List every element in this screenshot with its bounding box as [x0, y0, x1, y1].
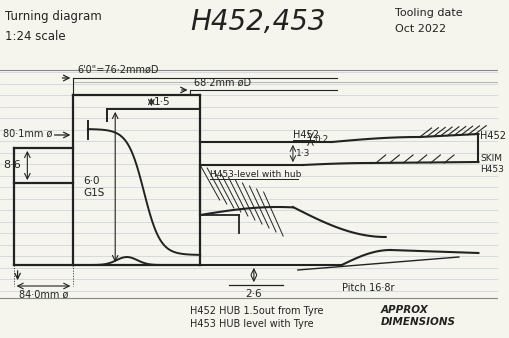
Text: Tooling date: Tooling date — [394, 8, 462, 18]
Text: H452 HUB 1.5out from Tyre: H452 HUB 1.5out from Tyre — [190, 306, 323, 316]
Text: Pitch 16·8r: Pitch 16·8r — [341, 283, 393, 293]
Text: 0·2: 0·2 — [314, 135, 328, 144]
Text: H452,453: H452,453 — [190, 8, 325, 36]
Text: H452: H452 — [479, 131, 505, 141]
Text: 6·0
G1S: 6·0 G1S — [83, 176, 104, 198]
Text: 6'0"=76·2mmøD: 6'0"=76·2mmøD — [77, 65, 158, 75]
Text: 1·3: 1·3 — [295, 149, 309, 158]
Text: Oct 2022: Oct 2022 — [394, 24, 446, 34]
Text: 8·6: 8·6 — [3, 161, 21, 170]
Text: Turning diagram: Turning diagram — [5, 10, 101, 23]
Text: SKIM
H453: SKIM H453 — [479, 154, 503, 174]
Text: APPROX
DIMENSIONS: APPROX DIMENSIONS — [380, 305, 455, 327]
Text: H453 HUB level with Tyre: H453 HUB level with Tyre — [190, 319, 314, 329]
Text: 80·1mm ø: 80·1mm ø — [3, 129, 52, 139]
Text: 84·0mm ø: 84·0mm ø — [18, 290, 68, 300]
Text: H452: H452 — [292, 130, 318, 140]
Text: H453-level with hub: H453-level with hub — [210, 170, 301, 179]
Text: 2·6: 2·6 — [245, 289, 262, 299]
Text: 68·2mm øD: 68·2mm øD — [194, 78, 251, 88]
Text: 1·5: 1·5 — [154, 97, 171, 107]
Text: 1:24 scale: 1:24 scale — [5, 30, 65, 43]
